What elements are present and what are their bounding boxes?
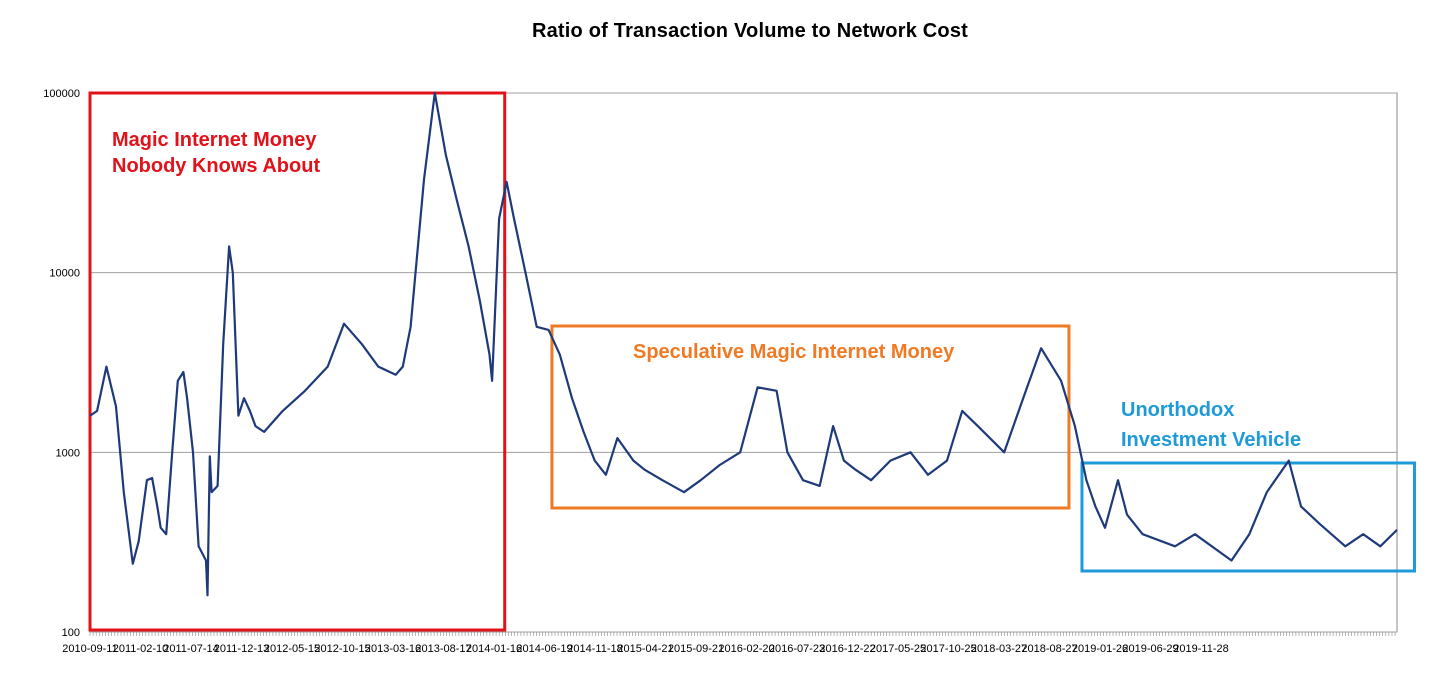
x-tick-label: 2014-01-16: [466, 643, 522, 655]
chart-title: Ratio of Transaction Volume to Network C…: [531, 20, 969, 42]
annotation-label: Magic Internet Money: [112, 129, 317, 151]
series: [89, 91, 1398, 597]
annotation-label: Speculative Magic Internet Money: [633, 341, 955, 363]
x-tick-label: 2013-03-16: [365, 643, 421, 655]
x-tick-label: 2012-10-15: [314, 643, 370, 655]
y-tick-label: 1000: [56, 447, 80, 459]
x-tick-label: 2016-12-22: [819, 643, 875, 655]
annotation-label: Investment Vehicle: [1121, 429, 1301, 451]
x-tick-label: 2017-10-25: [920, 643, 976, 655]
x-tick-label: 2019-01-26: [1072, 643, 1128, 655]
x-tick-label: 2019-11-28: [1173, 643, 1228, 655]
x-tick-label: 2012-05-15: [264, 643, 320, 655]
x-tick-label: 2014-11-18: [567, 643, 622, 655]
annotation-label: Nobody Knows About: [112, 155, 320, 177]
annotation-box-3: [1080, 461, 1416, 573]
x-tick-label: 2011-02-10: [113, 643, 168, 655]
x-tick-label: 2011-07-14: [163, 643, 218, 655]
x-tick-label: 2014-06-19: [516, 643, 572, 655]
annotation-box-1: [88, 91, 507, 632]
x-tick-label: 2016-07-23: [769, 643, 825, 655]
x-axis-ticks: 2010-09-112011-02-102011-07-142011-12-13…: [62, 632, 1396, 655]
x-tick-label: 2018-08-27: [1021, 643, 1077, 655]
x-tick-label: 2015-09-21: [668, 643, 724, 655]
annotations: Magic Internet Money Nobody Knows About Sp…: [88, 91, 1416, 632]
y-axis-ticks: 100 1000 10000 100000: [43, 88, 80, 639]
x-tick-label: 2016-02-20: [718, 643, 774, 655]
y-tick-label: 10000: [49, 268, 80, 280]
x-tick-label: 2011-12-13: [214, 643, 269, 655]
x-tick-label: 2010-09-11: [62, 643, 117, 655]
y-tick-label: 100: [62, 627, 80, 639]
y-tick-label: 100000: [43, 88, 80, 100]
annotation-label: Unorthodox: [1121, 399, 1234, 421]
x-tick-label: 2013-08-17: [415, 643, 471, 655]
x-tick-label: 2018-03-27: [971, 643, 1027, 655]
x-tick-label: 2019-06-29: [1122, 643, 1178, 655]
x-tick-label: 2015-04-21: [617, 643, 673, 655]
x-tick-label: 2017-05-25: [870, 643, 926, 655]
annotation-box-2: [550, 324, 1071, 510]
series-line: [89, 91, 1398, 597]
